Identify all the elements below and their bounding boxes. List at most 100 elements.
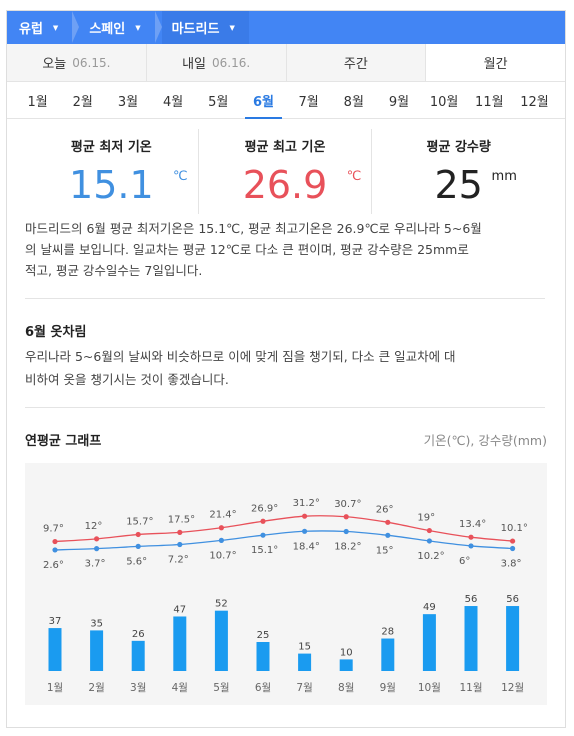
stat-precip-value: 25 mm [435, 163, 517, 207]
month-tab[interactable]: 9월 [388, 94, 410, 110]
precip-bar [214, 610, 228, 671]
min-temp-point [385, 532, 391, 538]
month-tab[interactable]: 7월 [298, 94, 319, 110]
stat-max-temp-unit: ℃ [346, 169, 362, 184]
min-temp-label: 3.7° [85, 559, 106, 570]
precip-bar [506, 606, 520, 671]
min-temp-point [510, 545, 516, 552]
min-temp-point [426, 538, 432, 544]
breadcrumb-country[interactable]: 스페인 ▼ [79, 11, 154, 44]
max-temp-label: 10.1° [501, 523, 528, 534]
graph-unit-note: 기온(℃), 강수량(mm) [423, 433, 547, 448]
breadcrumb-continent[interactable]: 유럽 ▼ [7, 11, 72, 44]
max-temp-point [510, 538, 516, 544]
month-tab[interactable]: 8월 [343, 94, 364, 110]
precip-bar [256, 642, 270, 671]
tab-tomorrow[interactable]: 내일 06.16. [146, 44, 287, 81]
precip-bar [298, 653, 312, 671]
monthly-stats: 평균 최저 기온 15.1 ℃ 평균 최고 기온 26.9 ℃ 평균 강수량 25 m… [25, 129, 545, 214]
caret-down-icon: ▼ [52, 23, 59, 32]
precip-value-label: 49 [423, 602, 436, 613]
min-temp-line [54, 530, 513, 551]
min-temp-label: 10.7° [209, 550, 236, 561]
stat-max-temp-label: 평균 최고 기온 [244, 140, 326, 155]
month-axis-label: 10월 [418, 682, 441, 694]
max-temp-point [302, 513, 308, 519]
max-temp-label: 17.5° [168, 514, 195, 525]
clothing-body: 우리나라 5~6월의 날씨와 비슷하므로 이에 맞게 짐을 챙기되, 다소 큰 … [25, 345, 549, 391]
min-temp-point [218, 537, 224, 543]
max-temp-label: 30.7° [334, 499, 361, 510]
max-temp-label: 13.4° [459, 519, 486, 530]
month-tabs: 1월 2월 3월 4월 5월 6월 7월 8월 9월 10월 11월 12월 [7, 82, 565, 119]
precip-value-label: 10 [340, 647, 353, 658]
breadcrumb-separator [154, 11, 162, 43]
month-tab[interactable]: 5월 [208, 94, 229, 110]
precip-bar [422, 614, 436, 671]
month-axis-label: 8월 [338, 682, 354, 694]
precip-bar [381, 638, 395, 671]
monthly-summary: 마드리드의 6월 평균 최저기온은 15.1℃, 평균 최고기온은 26.9℃로… [25, 218, 549, 281]
stat-precip-unit: mm [491, 169, 517, 184]
tab-weekly-label: 주간 [343, 57, 368, 72]
tab-monthly[interactable]: 월간 [426, 44, 565, 81]
precip-bar [464, 606, 478, 671]
divider [25, 298, 545, 299]
max-temp-point [52, 538, 58, 545]
min-temp-point [52, 547, 58, 553]
max-temp-label: 19° [417, 513, 435, 524]
precip-value-label: 37 [49, 616, 62, 627]
period-tabs: 오늘 06.15. 내일 06.16. 주간 월간 [7, 44, 565, 82]
breadcrumb: 유럽 ▼ 스페인 ▼ 마드리드 ▼ [7, 11, 565, 44]
tab-weekly[interactable]: 주간 [286, 44, 427, 81]
min-temp-label: 3.8° [501, 559, 522, 570]
breadcrumb-city[interactable]: 마드리드 ▼ [161, 11, 249, 44]
tab-today[interactable]: 오늘 06.15. [7, 44, 147, 81]
precip-bar [48, 628, 62, 671]
month-axis-label: 3월 [130, 682, 146, 694]
month-tab[interactable]: 11월 [475, 94, 504, 110]
min-temp-point [302, 528, 308, 534]
summary-line: 적고, 평균 강수일수는 7일입니다. [25, 263, 203, 278]
min-temp-point [94, 546, 100, 552]
month-tab[interactable]: 2월 [72, 94, 93, 110]
stat-min-temp-value: 15.1 ℃ [69, 163, 188, 207]
min-temp-point [260, 532, 266, 538]
breadcrumb-city-label: 마드리드 [171, 22, 220, 37]
tab-tomorrow-label: 내일 [182, 57, 206, 72]
max-temp-line [54, 515, 513, 543]
breadcrumb-separator [72, 11, 80, 43]
precip-value-label: 25 [257, 630, 270, 641]
month-axis-label: 11월 [459, 682, 482, 694]
max-temp-point [218, 525, 224, 531]
precip-value-label: 26 [132, 629, 145, 640]
month-tab[interactable]: 3월 [117, 94, 139, 110]
precip-bar [90, 630, 104, 671]
stat-min-temp-number: 15.1 [69, 163, 154, 207]
month-axis-label: 7월 [296, 682, 312, 694]
min-temp-label: 18.4° [293, 541, 320, 552]
clothing-line: 우리나라 5~6월의 날씨와 비슷하므로 이에 맞게 짐을 챙기되, 다소 큰 … [25, 349, 456, 364]
month-tab[interactable]: 1월 [27, 94, 48, 110]
tab-tomorrow-date: 06.16. [212, 55, 251, 70]
divider [25, 407, 545, 408]
precip-value-label: 56 [506, 594, 519, 605]
min-temp-label: 10.2° [417, 551, 444, 562]
max-temp-label: 26° [376, 504, 394, 515]
min-temp-label: 5.6° [126, 556, 147, 567]
precip-value-label: 52 [215, 599, 228, 610]
tab-monthly-label: 월간 [483, 57, 508, 72]
month-tab[interactable]: 4월 [162, 94, 184, 110]
annual-graph: 9.7° 12° 15.7° 17.5° 21.4° 26.9° 31.2° 30.7° 26°… [25, 463, 547, 705]
max-temp-label: 31.2° [293, 498, 320, 509]
monthly-weather-card: 유럽 ▼ 스페인 ▼ 마드리드 ▼ 오늘 06.15. 내일 06.16. 주간… [6, 10, 566, 728]
min-temp-label: 2.6° [43, 560, 64, 571]
month-tab[interactable]: 10월 [429, 94, 459, 110]
month-tab[interactable]: 12월 [520, 94, 549, 110]
precip-value-label: 28 [381, 627, 394, 638]
month-tab-selected[interactable]: 6월 [241, 82, 286, 119]
stat-max-temp: 평균 최고 기온 26.9 ℃ [199, 129, 373, 214]
precip-bar [131, 640, 145, 671]
clothing-line: 비하여 옷을 챙기시는 것이 좋겠습니다. [25, 372, 229, 387]
precip-value-label: 15 [298, 642, 311, 653]
